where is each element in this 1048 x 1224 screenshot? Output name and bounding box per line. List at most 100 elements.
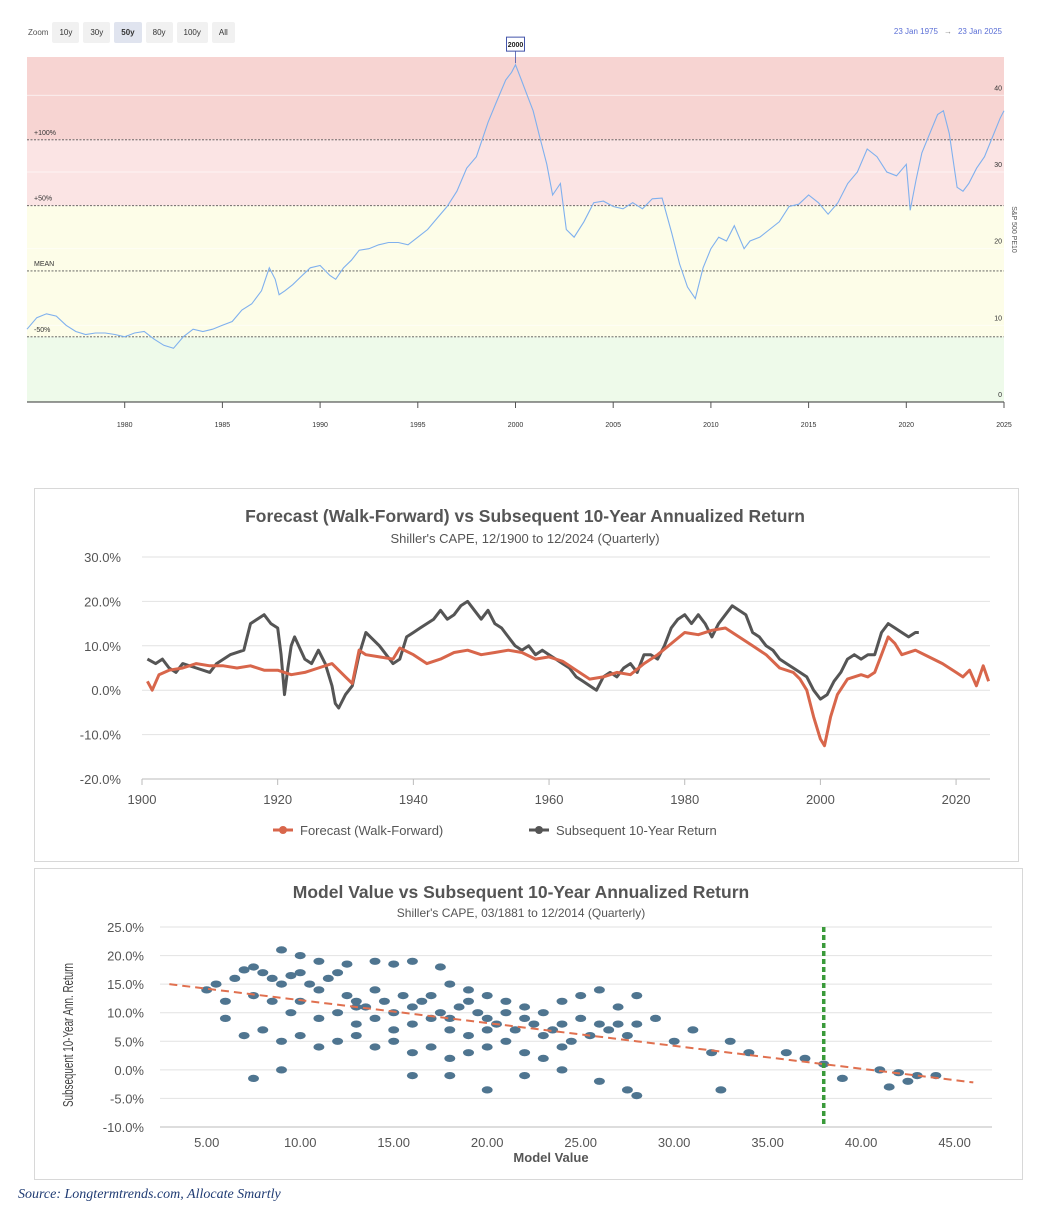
scatter-point-102 — [388, 1026, 400, 1034]
scatter-point-75 — [276, 1066, 287, 1074]
scatter-point-100 — [350, 1020, 362, 1028]
scatter-point-60 — [463, 1049, 474, 1057]
scatter-point-82 — [621, 1086, 633, 1094]
x-tick-label-6: 2020 — [942, 792, 971, 807]
zone-overvalued — [27, 139, 1004, 206]
legend-forecast-label: Forecast (Walk-Forward) — [300, 823, 443, 838]
x-tick-label-9: 2025 — [996, 422, 1012, 429]
scatter-point-24 — [425, 992, 437, 1000]
scatter-point-9 — [285, 972, 297, 980]
scatter-point-117 — [481, 992, 493, 1000]
forecast-chart-panel: Forecast (Walk-Forward) vs Subsequent 10… — [34, 488, 1019, 862]
scatter-point-86 — [687, 1026, 699, 1034]
scatter-point-59 — [444, 1054, 456, 1062]
zone-overvalued-extreme — [27, 57, 1004, 140]
y-tick-label-1: -10.0% — [80, 728, 122, 743]
scatter-point-126 — [650, 1014, 661, 1022]
scatter-point-88 — [724, 1037, 736, 1045]
band-label-2: MEAN — [34, 261, 54, 268]
source-caption: Source: Longtermtrends.com, Allocate Sma… — [18, 1187, 281, 1202]
zoom-30y-button[interactable]: 30y — [83, 22, 111, 43]
y-tick-label-7: 25.0% — [107, 920, 144, 935]
scatter-point-106 — [463, 1032, 474, 1040]
zoom-50y-button[interactable]: 50y — [114, 22, 142, 43]
x-tick-label-6: 2010 — [703, 422, 719, 429]
y-tick-label-1: 10 — [994, 315, 1002, 322]
scatter-point-30 — [481, 1014, 493, 1022]
scatter-point-53 — [332, 1037, 344, 1045]
scatter-point-125 — [631, 992, 643, 1000]
scatter-point-98 — [911, 1072, 923, 1080]
scatter-chart-svg: Model Value vs Subsequent 10-Year Annual… — [60, 882, 992, 1165]
date-range-to[interactable]: 23 Jan 2025 — [957, 27, 1002, 36]
scatter-point-11 — [304, 980, 316, 988]
scatter-point-91 — [799, 1054, 811, 1062]
y-tick-label-2: 20 — [994, 239, 1002, 246]
y-axis-label: Subsequent 10-Year Ann. Return — [60, 963, 77, 1107]
y-tick-label-4: 40 — [994, 85, 1002, 92]
scatter-point-54 — [350, 1032, 362, 1040]
scatter-point-57 — [406, 1049, 418, 1057]
scatter-point-2 — [219, 997, 231, 1005]
y-tick-label-0: -20.0% — [80, 772, 122, 787]
scatter-point-101 — [369, 1014, 381, 1022]
y-tick-label-4: 10.0% — [107, 1006, 144, 1021]
scatter-point-78 — [481, 1086, 493, 1094]
scatter-point-93 — [836, 1074, 848, 1082]
scatter-point-22 — [406, 1003, 418, 1011]
date-range: 23 Jan 1975 → 23 Jan 2025 — [894, 27, 1002, 36]
band-label-0: +100% — [34, 130, 56, 137]
scatter-point-18 — [369, 986, 381, 994]
zoom-bar: Zoom 10y 30y 50y 80y 100y All — [28, 22, 235, 43]
zoom-all-button[interactable]: All — [211, 22, 235, 43]
scatter-point-15 — [341, 992, 353, 1000]
flag-label: 2000 — [508, 42, 524, 49]
scatter-point-71 — [388, 960, 400, 968]
x-tick-label-6: 35.00 — [751, 1135, 784, 1150]
scatter-point-85 — [668, 1037, 680, 1045]
scatter-point-51 — [294, 1032, 306, 1040]
scatter-point-33 — [509, 1026, 521, 1034]
scatter-point-77 — [444, 1072, 456, 1080]
pe10-chart-svg: +100%+50%MEAN-50%1980 1985 1990 1995 2000 200… — [26, 36, 1017, 429]
y-axis-label: S&P 500 PE10 — [1010, 206, 1017, 253]
scatter-point-109 — [332, 1009, 344, 1017]
scatter-point-27 — [453, 1003, 465, 1011]
zoom-10y-button[interactable]: 10y — [52, 22, 80, 43]
y-tick-label-3: 10.0% — [84, 639, 121, 654]
x-tick-label-0: 1900 — [128, 792, 157, 807]
scatter-point-68 — [313, 957, 325, 965]
x-axis-label: Model Value — [513, 1150, 588, 1165]
scatter-point-44 — [612, 1020, 624, 1028]
zoom-80y-button[interactable]: 80y — [145, 22, 173, 43]
x-tick-label-4: 25.00 — [564, 1135, 597, 1150]
scatter-point-119 — [519, 1003, 531, 1011]
pe10-series-line — [26, 63, 1005, 349]
date-range-from[interactable]: 23 Jan 1975 — [893, 27, 938, 36]
chart-subtitle: Shiller's CAPE, 12/1900 to 12/2024 (Quar… — [390, 531, 659, 546]
scatter-point-14 — [332, 969, 344, 977]
scatter-point-52 — [313, 1043, 325, 1051]
chart-title: Model Value vs Subsequent 10-Year Annual… — [293, 882, 749, 902]
scatter-point-39 — [565, 1037, 577, 1045]
x-tick-label-4: 2000 — [508, 422, 524, 429]
scatter-point-81 — [593, 1077, 605, 1085]
scatter-point-28 — [463, 997, 474, 1005]
scatter-point-83 — [631, 1092, 643, 1100]
scatter-point-103 — [406, 1020, 418, 1028]
scatter-point-123 — [593, 986, 605, 994]
scatter-point-38 — [556, 1020, 568, 1028]
date-range-arrow: → — [943, 27, 952, 36]
scatter-point-26 — [444, 1014, 456, 1022]
x-tick-label-2: 15.00 — [377, 1135, 410, 1150]
y-tick-label-1: -5.0% — [110, 1091, 144, 1106]
x-tick-label-5: 30.00 — [658, 1135, 691, 1150]
scatter-point-36 — [537, 1032, 549, 1040]
scatter-point-61 — [481, 1043, 493, 1051]
scatter-point-108 — [313, 1014, 325, 1022]
zoom-100y-button[interactable]: 100y — [176, 22, 208, 43]
scatter-point-122 — [575, 992, 587, 1000]
scatter-point-35 — [528, 1020, 540, 1028]
y-tick-label-2: 0.0% — [114, 1063, 144, 1078]
scatter-point-6 — [257, 969, 269, 977]
